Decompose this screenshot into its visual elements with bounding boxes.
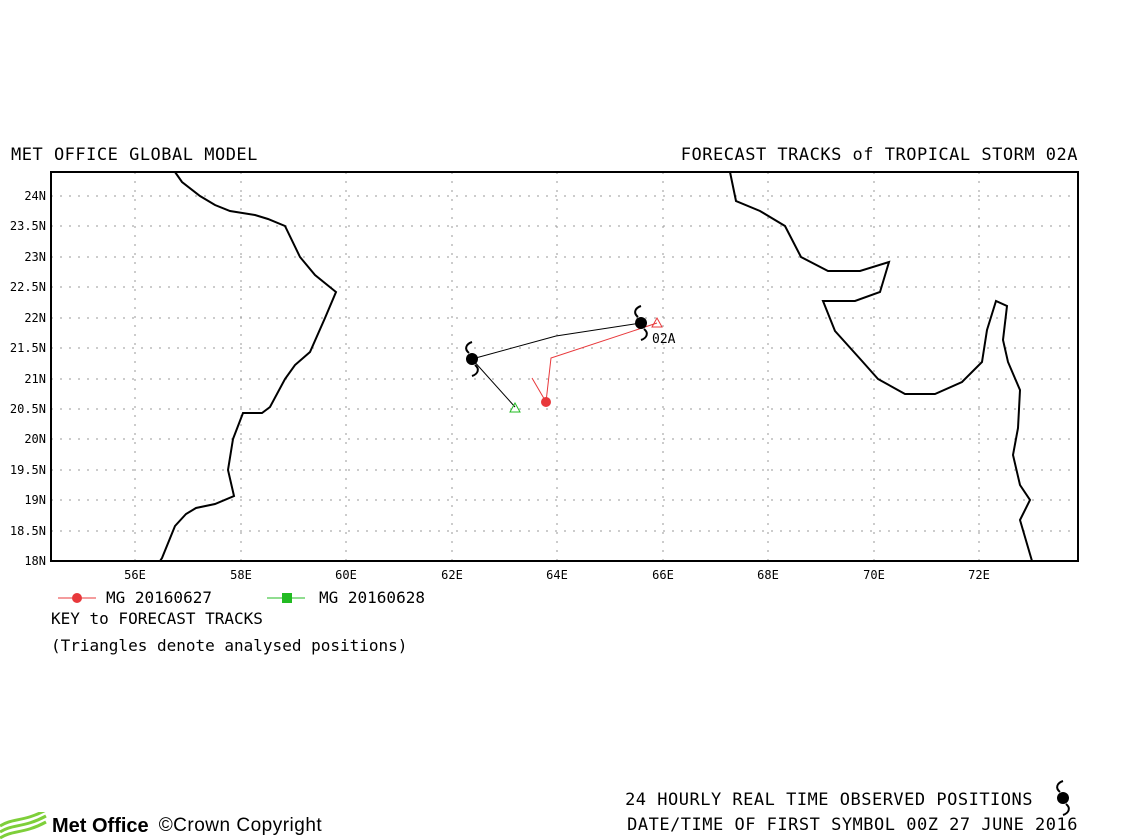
lat-tick-label: 19N bbox=[24, 493, 46, 507]
met-office-logo-icon bbox=[0, 812, 47, 840]
forecast-point-mg0627 bbox=[541, 397, 551, 407]
observed-symbol-icon bbox=[1056, 780, 1070, 816]
met-office-logo-text: Met Office bbox=[52, 814, 149, 837]
copyright-notice: ©Crown Copyright bbox=[158, 815, 323, 836]
chart-title-left: MET OFFICE GLOBAL MODEL bbox=[11, 145, 258, 165]
chart-title-right: FORECAST TRACKS of TROPICAL STORM 02A bbox=[680, 145, 1078, 165]
footer-date-line: DATE/TIME OF FIRST SYMBOL 00Z 27 JUNE 20… bbox=[627, 815, 1078, 835]
forecast-track-mg0627-connector bbox=[545, 322, 658, 403]
lon-tick-label: 60E bbox=[335, 568, 357, 582]
lat-tick-label: 20N bbox=[24, 432, 46, 446]
lat-tick-label: 24N bbox=[24, 189, 46, 203]
lat-tick-label: 21N bbox=[24, 372, 46, 386]
lat-tick-label: 20.5N bbox=[10, 402, 46, 416]
lat-tick-label: 23.5N bbox=[10, 219, 46, 233]
lon-tick-label: 56E bbox=[124, 568, 146, 582]
met-office-logo: Met Office ©Crown Copyright bbox=[0, 812, 322, 840]
analysed-triangle-mg0628 bbox=[509, 401, 521, 413]
legend-label-mg0628: MG 20160628 bbox=[319, 588, 425, 607]
observed-to-analysed-line bbox=[471, 358, 516, 408]
storm-symbol-icon bbox=[465, 341, 479, 377]
footer-observed-line: 24 HOURLY REAL TIME OBSERVED POSITIONS bbox=[625, 790, 1033, 810]
lat-tick-label: 23N bbox=[24, 250, 46, 264]
lon-tick-label: 58E bbox=[230, 568, 252, 582]
storm-symbol-icon bbox=[634, 305, 648, 341]
legend-key-title: KEY to FORECAST TRACKS bbox=[51, 609, 263, 628]
lon-tick-label: 70E bbox=[863, 568, 885, 582]
storm-label: 02A bbox=[652, 332, 676, 347]
plot-frame bbox=[50, 171, 1079, 562]
lon-tick-label: 72E bbox=[968, 568, 990, 582]
lon-tick-label: 62E bbox=[441, 568, 463, 582]
lat-tick-label: 19.5N bbox=[10, 463, 46, 477]
coastline-pakistan-india bbox=[729, 171, 1033, 562]
lat-tick-label: 22N bbox=[24, 311, 46, 325]
lat-tick-label: 21.5N bbox=[10, 341, 46, 355]
lon-tick-label: 68E bbox=[757, 568, 779, 582]
legend-green-marker bbox=[282, 593, 292, 603]
legend-note: (Triangles denote analysed positions) bbox=[51, 636, 408, 655]
lon-tick-label: 64E bbox=[546, 568, 568, 582]
legend-red-marker bbox=[72, 593, 82, 603]
map-grid bbox=[51, 172, 1078, 561]
lat-tick-label: 22.5N bbox=[10, 280, 46, 294]
lat-tick-label: 18N bbox=[24, 554, 46, 568]
observed-track bbox=[471, 322, 642, 360]
legend-label-mg0627: MG 20160627 bbox=[106, 588, 212, 607]
lat-tick-label: 18.5N bbox=[10, 524, 46, 538]
coastline-oman bbox=[159, 171, 338, 562]
lon-tick-label: 66E bbox=[652, 568, 674, 582]
analysed-triangle-mg0627 bbox=[651, 316, 663, 328]
